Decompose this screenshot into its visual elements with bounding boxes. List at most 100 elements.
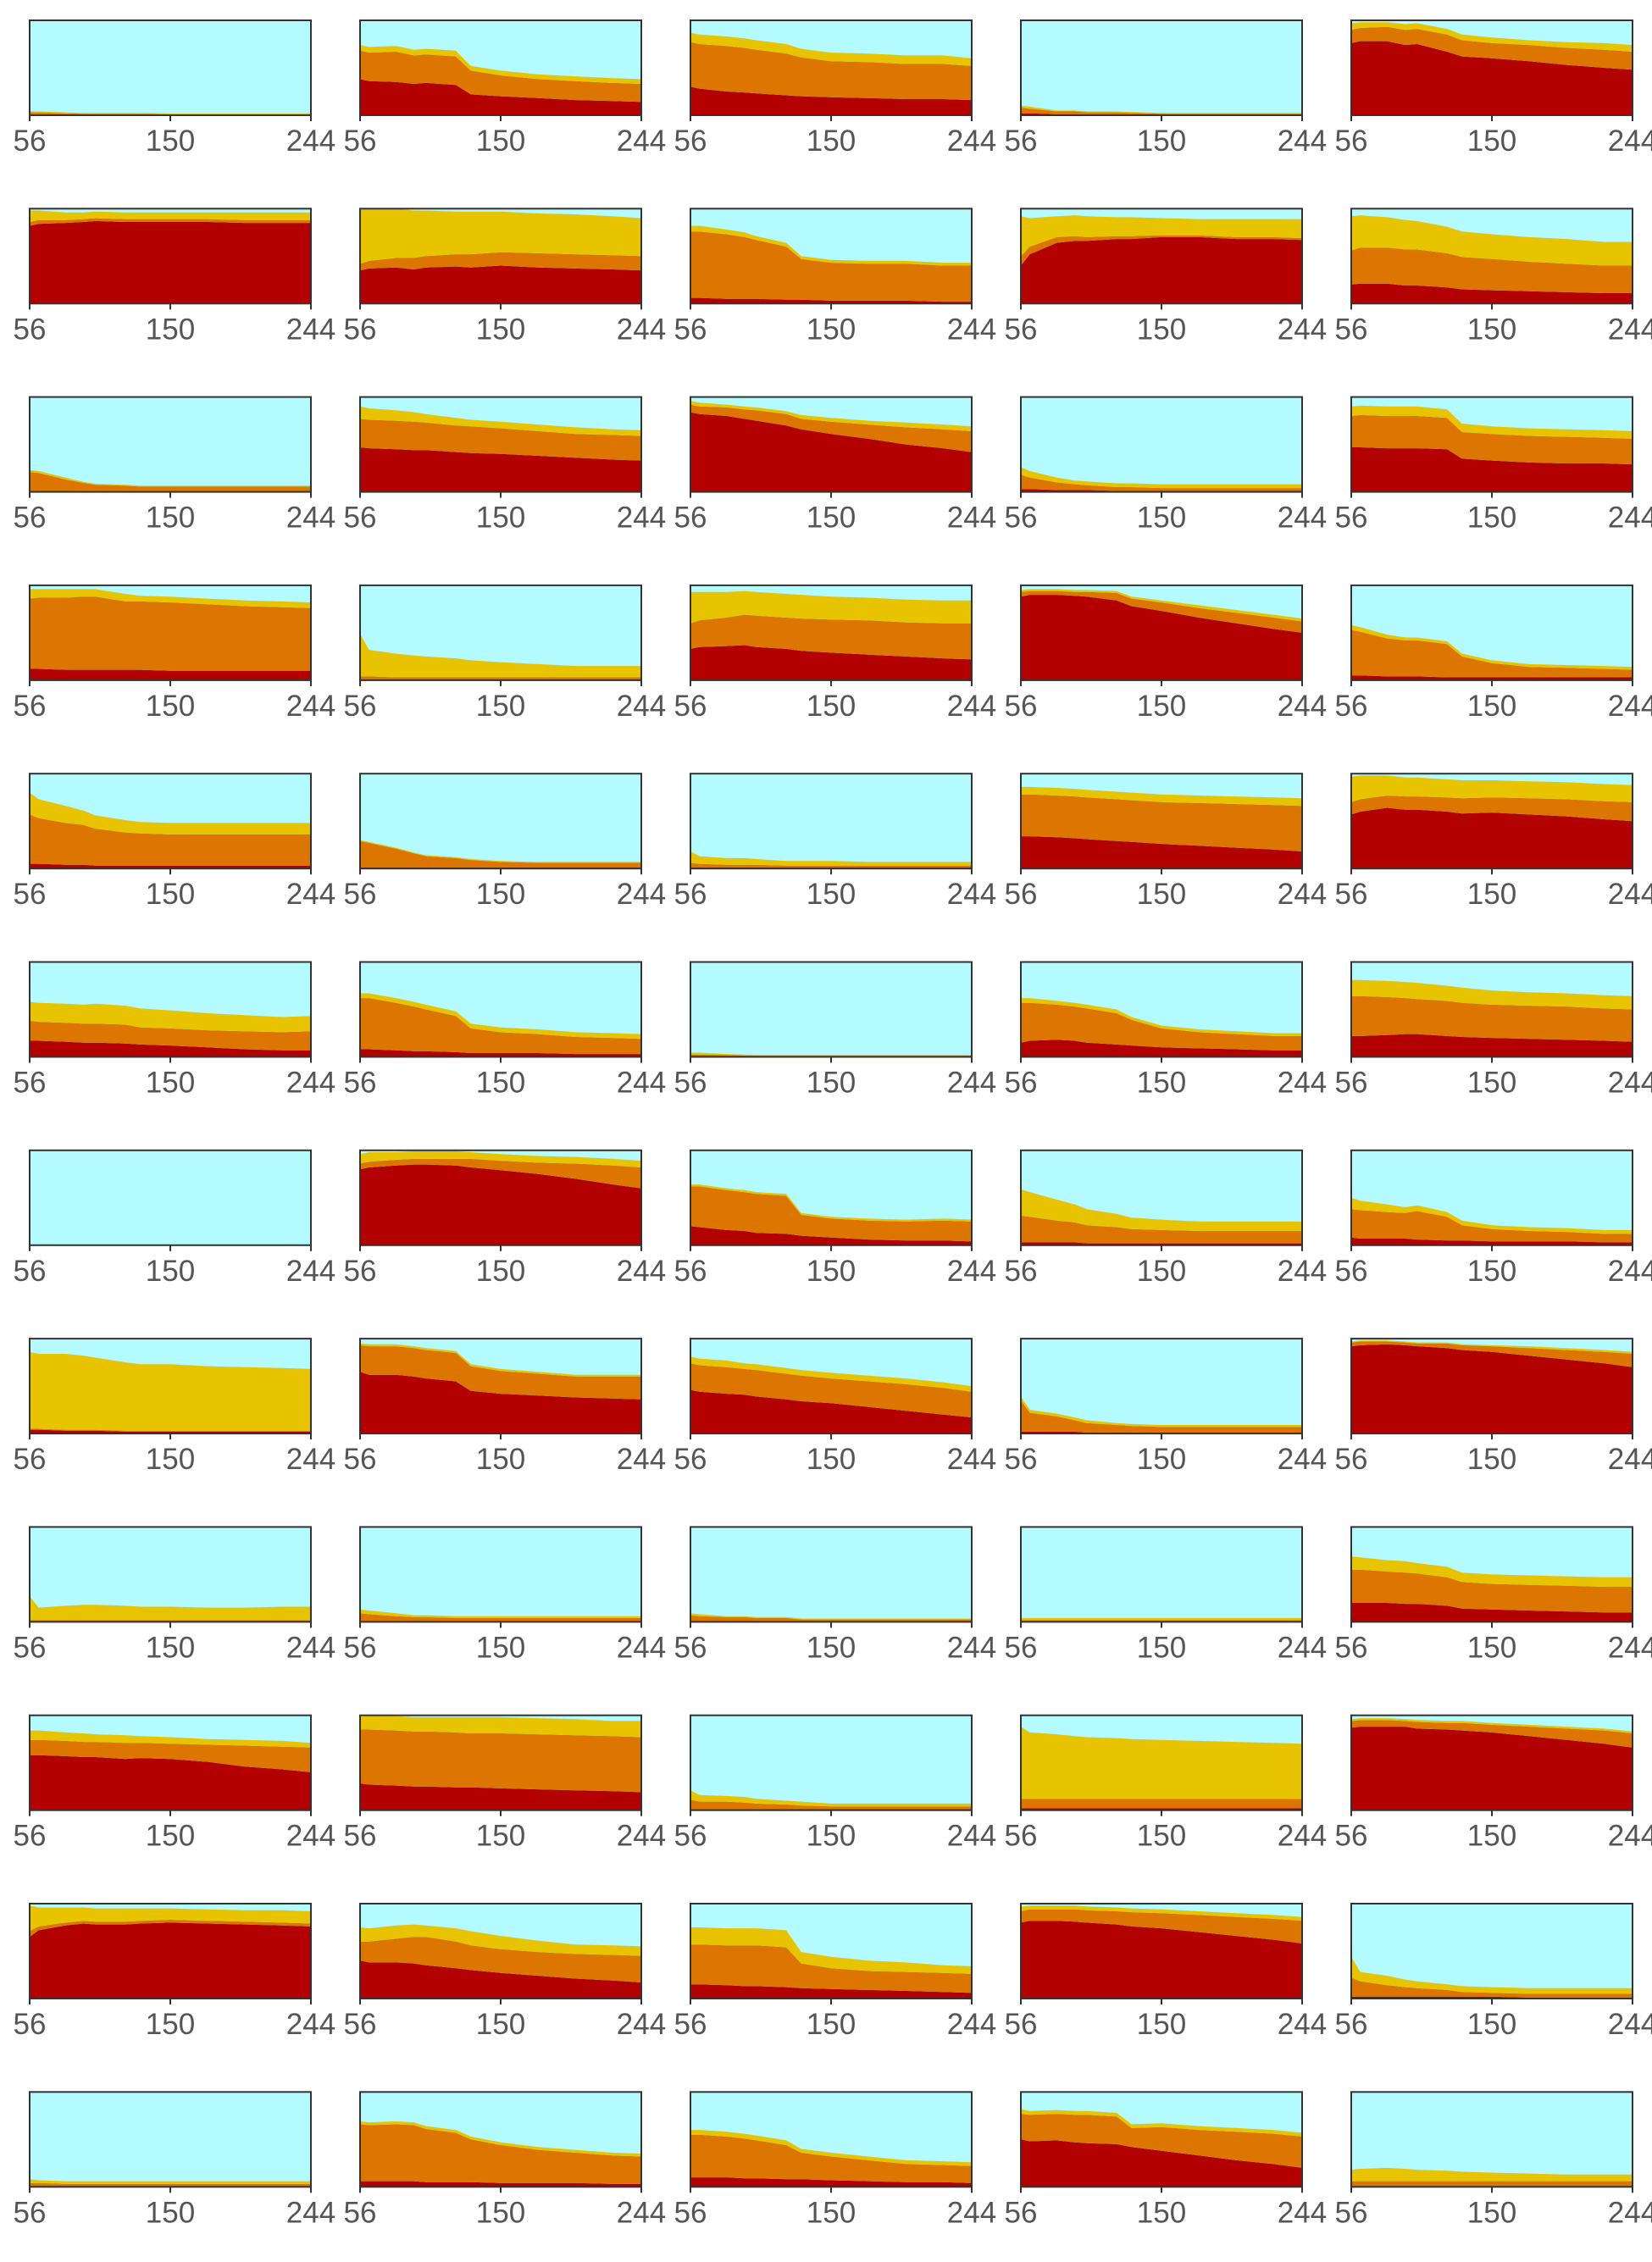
area-layer-3 xyxy=(1351,624,1633,670)
area-layer-2 xyxy=(30,472,311,491)
area-layer-2 xyxy=(30,2182,311,2187)
panel-background xyxy=(1021,20,1302,115)
area-layer-1 xyxy=(30,1755,311,1810)
x-tick-label: 56 xyxy=(14,1067,47,1100)
x-tick-label: 56 xyxy=(1335,2196,1368,2229)
x-tick-label: 56 xyxy=(344,1443,377,1476)
x-tick-label: 150 xyxy=(476,2008,525,2041)
x-tick-label: 56 xyxy=(14,502,47,535)
x-tick-label: 244 xyxy=(1608,2008,1652,2041)
area-layer-2 xyxy=(1351,1209,1633,1243)
area-layer-2 xyxy=(360,50,641,103)
x-tick-label: 244 xyxy=(1608,1631,1652,1664)
area-layer-3 xyxy=(1021,1189,1302,1231)
x-tick-label: 56 xyxy=(14,2008,47,2041)
panel-50: 56 150 244 xyxy=(1335,1714,1652,1853)
area-layer-3 xyxy=(1351,2167,1633,2182)
area-layer-3 xyxy=(1021,1727,1302,1799)
x-tick-label: 150 xyxy=(146,2196,195,2229)
x-tick-label: 56 xyxy=(14,690,47,723)
x-tick-label: 150 xyxy=(476,878,525,911)
x-tick-label: 244 xyxy=(947,2008,996,2041)
x-tick-label: 150 xyxy=(1467,2008,1516,2041)
x-tick-label: 150 xyxy=(476,1631,525,1664)
x-tick-label: 244 xyxy=(286,1631,335,1664)
panel-7: 56 150 244 xyxy=(344,208,666,346)
x-tick-label: 56 xyxy=(674,125,707,158)
area-layer-3 xyxy=(30,1351,311,1431)
x-tick-label: 56 xyxy=(1005,878,1038,911)
area-layer-3 xyxy=(30,589,311,608)
panel-background xyxy=(690,962,972,1057)
x-tick-label: 56 xyxy=(1335,1443,1368,1476)
area-layer-3 xyxy=(30,210,311,222)
area-layer-3 xyxy=(360,406,641,436)
x-tick-label: 244 xyxy=(286,1255,335,1288)
x-tick-label: 244 xyxy=(947,313,996,346)
x-tick-label: 150 xyxy=(807,1443,856,1476)
x-tick-label: 56 xyxy=(674,1820,707,1853)
area-layer-1 xyxy=(1021,1040,1302,1057)
panel-36: 56 150 244 xyxy=(14,1338,335,1476)
panel-51: 56 150 244 xyxy=(14,1903,335,2041)
area-layer-3 xyxy=(690,1790,972,1807)
area-layer-2 xyxy=(360,419,641,461)
panel-52: 56 150 244 xyxy=(344,1903,666,2041)
x-tick-label: 56 xyxy=(1005,1067,1038,1100)
area-layer-2 xyxy=(690,862,972,868)
area-layer-3 xyxy=(360,208,641,264)
area-layer-3 xyxy=(360,1343,641,1377)
area-layer-1 xyxy=(1351,1344,1633,1434)
area-layer-2 xyxy=(1021,1799,1302,1809)
panel-18: 56 150 244 xyxy=(674,584,996,723)
area-layer-2 xyxy=(30,218,311,226)
area-layer-3 xyxy=(1021,2109,1302,2137)
area-layer-3 xyxy=(1351,1556,1633,1587)
area-layer-2 xyxy=(30,112,311,115)
x-tick-label: 244 xyxy=(1278,1067,1327,1100)
area-layer-1 xyxy=(360,1960,641,1999)
x-tick-label: 244 xyxy=(1608,690,1652,723)
area-layer-1 xyxy=(690,412,972,492)
area-layer-3 xyxy=(1021,1905,1302,1921)
x-tick-label: 244 xyxy=(1608,125,1652,158)
x-tick-label: 150 xyxy=(807,1631,856,1664)
panel-39: 56 150 244 xyxy=(1005,1338,1327,1476)
panel-background xyxy=(690,1715,972,1810)
x-tick-label: 150 xyxy=(1137,1067,1186,1100)
x-tick-label: 150 xyxy=(807,1820,856,1853)
panel-43: 56 150 244 xyxy=(674,1526,996,1664)
area-layer-2 xyxy=(1351,796,1633,822)
panel-49: 56 150 244 xyxy=(1005,1714,1327,1853)
panel-background xyxy=(360,1527,641,1622)
area-layer-1 xyxy=(30,1040,311,1057)
panel-31: 56 150 244 xyxy=(14,1149,335,1288)
area-layer-3 xyxy=(30,1001,311,1033)
panel-48: 56 150 244 xyxy=(674,1714,996,1853)
area-layer-3 xyxy=(1351,215,1633,266)
x-tick-label: 56 xyxy=(14,1443,47,1476)
x-tick-label: 244 xyxy=(1278,502,1327,535)
x-tick-label: 56 xyxy=(674,1443,707,1476)
x-tick-label: 150 xyxy=(1137,1443,1186,1476)
panel-background xyxy=(30,396,311,492)
area-layer-2 xyxy=(1351,1569,1633,1613)
x-tick-label: 56 xyxy=(14,1255,47,1288)
area-layer-2 xyxy=(1351,247,1633,293)
area-layer-3 xyxy=(1351,1197,1633,1234)
area-layer-2 xyxy=(1021,474,1302,491)
area-layer-3 xyxy=(1021,215,1302,257)
x-tick-label: 244 xyxy=(286,2196,335,2229)
area-layer-3 xyxy=(1351,979,1633,1010)
area-layer-2 xyxy=(360,2124,641,2184)
area-layer-2 xyxy=(1351,414,1633,465)
x-tick-label: 150 xyxy=(1467,2196,1516,2229)
x-tick-label: 150 xyxy=(476,502,525,535)
area-layer-3 xyxy=(690,2130,972,2166)
x-tick-label: 56 xyxy=(674,690,707,723)
area-layer-3 xyxy=(360,45,641,84)
area-layer-1 xyxy=(690,645,972,680)
x-tick-label: 150 xyxy=(807,313,856,346)
area-layer-3 xyxy=(690,225,972,266)
